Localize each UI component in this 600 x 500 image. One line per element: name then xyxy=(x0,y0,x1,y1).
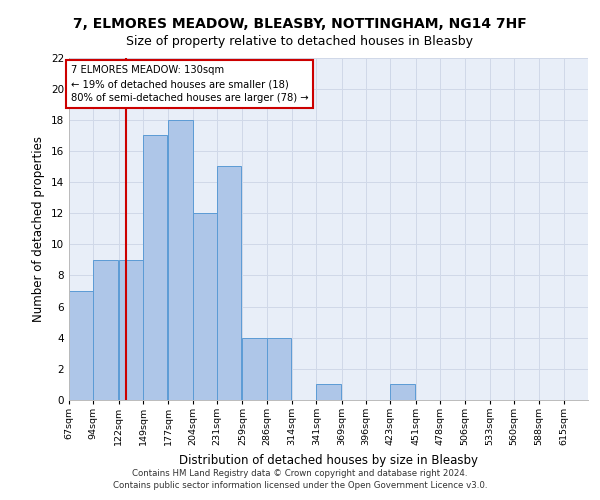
Bar xyxy=(217,166,241,400)
Bar xyxy=(242,338,266,400)
Bar xyxy=(143,136,167,400)
Text: 7 ELMORES MEADOW: 130sqm
← 19% of detached houses are smaller (18)
80% of semi-d: 7 ELMORES MEADOW: 130sqm ← 19% of detach… xyxy=(71,66,308,104)
Bar xyxy=(119,260,143,400)
Bar xyxy=(69,291,94,400)
Bar xyxy=(168,120,193,400)
Bar xyxy=(316,384,341,400)
Text: Contains HM Land Registry data © Crown copyright and database right 2024.: Contains HM Land Registry data © Crown c… xyxy=(132,470,468,478)
Text: Size of property relative to detached houses in Bleasby: Size of property relative to detached ho… xyxy=(127,35,473,48)
X-axis label: Distribution of detached houses by size in Bleasby: Distribution of detached houses by size … xyxy=(179,454,478,467)
Bar xyxy=(266,338,291,400)
Bar xyxy=(193,213,217,400)
Bar xyxy=(391,384,415,400)
Bar xyxy=(94,260,118,400)
Text: Contains public sector information licensed under the Open Government Licence v3: Contains public sector information licen… xyxy=(113,480,487,490)
Text: 7, ELMORES MEADOW, BLEASBY, NOTTINGHAM, NG14 7HF: 7, ELMORES MEADOW, BLEASBY, NOTTINGHAM, … xyxy=(73,18,527,32)
Y-axis label: Number of detached properties: Number of detached properties xyxy=(32,136,46,322)
